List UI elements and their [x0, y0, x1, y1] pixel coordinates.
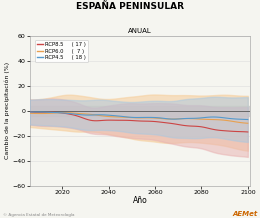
- Text: © Agencia Estatal de Meteorología: © Agencia Estatal de Meteorología: [3, 213, 74, 217]
- X-axis label: Año: Año: [133, 196, 147, 205]
- Y-axis label: Cambio de la precipitación (%): Cambio de la precipitación (%): [4, 62, 10, 159]
- Legend: RCP8.5     ( 17 ), RCP6.0     (  7 ), RCP4.5     ( 18 ): RCP8.5 ( 17 ), RCP6.0 ( 7 ), RCP4.5 ( 18…: [35, 40, 88, 62]
- Text: AEMet: AEMet: [232, 211, 257, 217]
- Title: ANUAL: ANUAL: [128, 28, 152, 34]
- Bar: [30, 106, 250, 116]
- Text: ESPAÑA PENINSULAR: ESPAÑA PENINSULAR: [76, 2, 184, 11]
